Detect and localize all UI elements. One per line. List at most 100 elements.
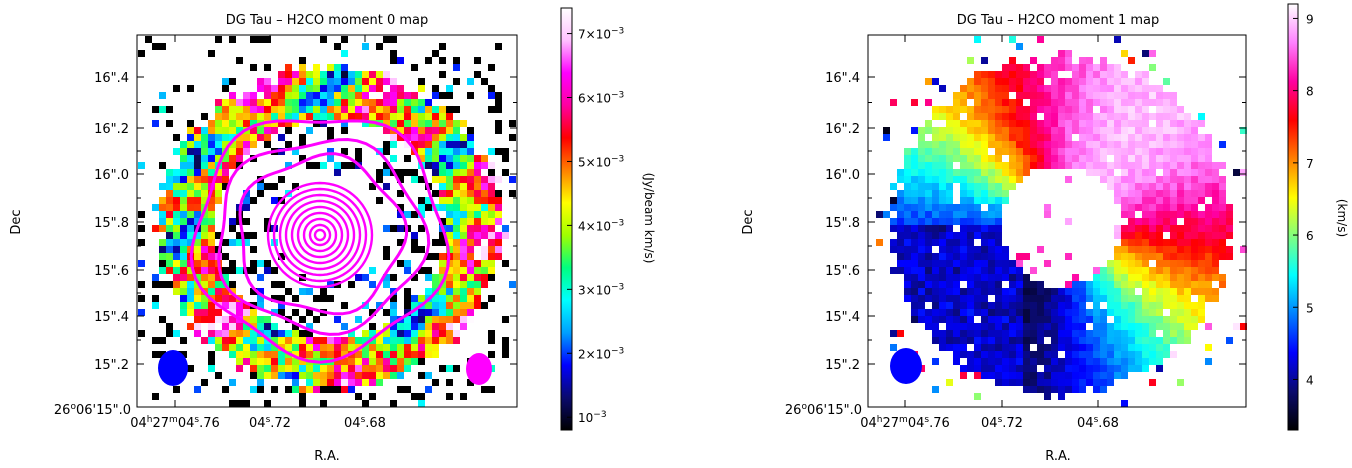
map-pixel (1128, 120, 1135, 127)
y-tick-label: 16".2 (825, 122, 860, 137)
map-pixel (222, 162, 229, 169)
map-pixel (194, 134, 201, 141)
map-pixel (299, 372, 306, 379)
map-pixel (918, 141, 925, 148)
map-pixel (988, 99, 995, 106)
map-pixel (187, 309, 194, 316)
map-pixel (194, 197, 201, 204)
map-pixel (1114, 365, 1121, 372)
map-pixel (1058, 92, 1065, 99)
map-pixel (362, 274, 369, 281)
map-pixel (348, 386, 355, 393)
map-pixel (1016, 302, 1023, 309)
map-pixel (1030, 155, 1037, 162)
map-pixel (460, 197, 467, 204)
map-pixel (1184, 267, 1191, 274)
map-pixel (159, 92, 166, 99)
map-pixel (1093, 316, 1100, 323)
map-pixel (306, 92, 313, 99)
map-pixel (208, 365, 215, 372)
map-pixel (1163, 204, 1170, 211)
map-pixel (201, 309, 208, 316)
map-pixel (1065, 113, 1072, 120)
map-pixel (495, 99, 502, 106)
map-pixel (453, 281, 460, 288)
map-pixel (918, 148, 925, 155)
map-pixel (152, 393, 159, 400)
map-pixel (502, 225, 509, 232)
map-pixel (404, 344, 411, 351)
map-pixel (299, 134, 306, 141)
map-pixel (418, 393, 425, 400)
map-pixel (1023, 274, 1030, 281)
map-pixel (1030, 162, 1037, 169)
map-pixel (1086, 288, 1093, 295)
map-pixel (474, 239, 481, 246)
map-pixel (904, 190, 911, 197)
map-pixel (1044, 323, 1051, 330)
map-pixel (460, 323, 467, 330)
map-pixel (194, 323, 201, 330)
map-pixel (1030, 309, 1037, 316)
map-pixel (397, 330, 404, 337)
map-pixel (264, 36, 271, 43)
map-pixel (194, 302, 201, 309)
map-pixel (1065, 50, 1072, 57)
map-pixel (1142, 176, 1149, 183)
map-pixel (271, 344, 278, 351)
map-pixel (1107, 267, 1114, 274)
map-pixel (1198, 113, 1205, 120)
map-pixel (453, 155, 460, 162)
map-pixel (278, 78, 285, 85)
map-pixel (418, 400, 425, 407)
map-pixel (1121, 246, 1128, 253)
map-pixel (292, 358, 299, 365)
map-pixel (1135, 176, 1142, 183)
map-pixel (918, 190, 925, 197)
map-pixel (327, 71, 334, 78)
x-tick-label: 04s.68 (1077, 415, 1119, 431)
map-pixel (1093, 71, 1100, 78)
map-pixel (1100, 148, 1107, 155)
map-pixel (201, 232, 208, 239)
map-pixel (194, 267, 201, 274)
map-pixel (1142, 218, 1149, 225)
map-pixel (453, 141, 460, 148)
map-pixel (1156, 106, 1163, 113)
map-pixel (1065, 120, 1072, 127)
map-pixel (1135, 232, 1142, 239)
map-pixel (369, 379, 376, 386)
map-pixel (1086, 162, 1093, 169)
map-pixel (299, 92, 306, 99)
map-pixel (180, 148, 187, 155)
map-pixel (243, 141, 250, 148)
map-pixel (383, 358, 390, 365)
map-pixel (446, 302, 453, 309)
map-pixel (1009, 113, 1016, 120)
map-pixel (243, 316, 250, 323)
map-pixel (960, 372, 967, 379)
map-pixel (1037, 92, 1044, 99)
map-pixel (911, 176, 918, 183)
map-pixel (1114, 351, 1121, 358)
map-pixel (925, 155, 932, 162)
map-pixel (897, 239, 904, 246)
map-pixel (215, 232, 222, 239)
map-pixel (383, 253, 390, 260)
map-pixel (981, 351, 988, 358)
map-pixel (1128, 78, 1135, 85)
map-pixel (967, 85, 974, 92)
map-pixel (988, 113, 995, 120)
map-pixel (1058, 330, 1065, 337)
map-pixel (1156, 253, 1163, 260)
map-pixel (194, 141, 201, 148)
map-pixel (995, 113, 1002, 120)
map-pixel (173, 211, 180, 218)
map-pixel (960, 344, 967, 351)
map-pixel (1163, 330, 1170, 337)
map-pixel (960, 302, 967, 309)
map-pixel (1100, 78, 1107, 85)
map-pixel (918, 281, 925, 288)
map-pixel (1163, 106, 1170, 113)
map-pixel (925, 316, 932, 323)
